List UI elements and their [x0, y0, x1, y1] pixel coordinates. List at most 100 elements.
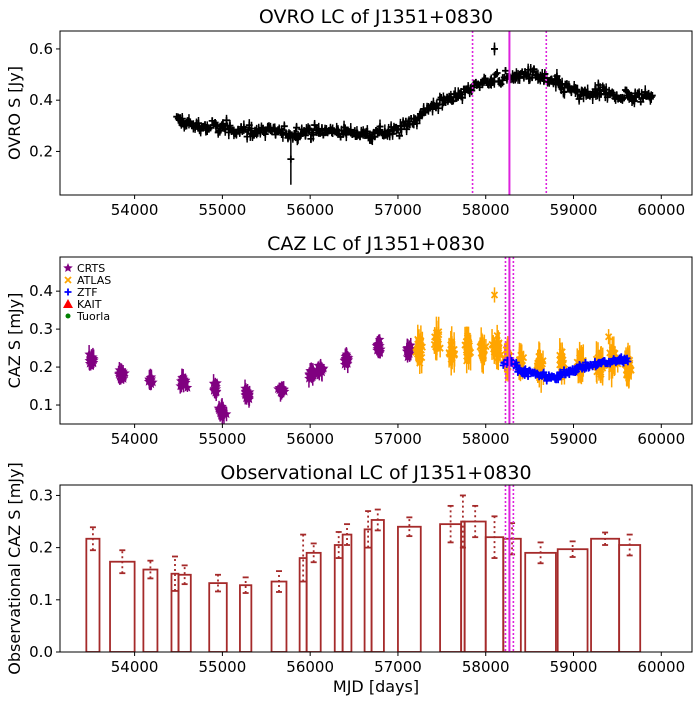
data-point: [450, 351, 458, 359]
data-point: [630, 97, 638, 105]
y-tick-label: 0.6: [29, 40, 53, 58]
data-point: [528, 74, 536, 82]
data-point: [553, 72, 561, 80]
data-point: [372, 343, 383, 353]
x-tick-label: 58000: [462, 201, 510, 219]
x-tick-label: 60000: [637, 201, 685, 219]
data-point: [280, 122, 288, 130]
y-tick-label: 0.1: [29, 591, 53, 609]
data-point: [414, 344, 422, 352]
series-ovro-15-ghz: [173, 42, 656, 185]
data-point: [493, 69, 501, 77]
data-point: [144, 375, 155, 385]
legend-label-crts: CRTS: [77, 262, 105, 275]
data-point: [516, 355, 524, 364]
legend-marker-tuorla: [65, 313, 71, 319]
x-tick-label: 54000: [111, 430, 159, 448]
series-crts: [84, 334, 416, 424]
panel-3: 54000 55000 56000 57000 58000 59000 60000 0.0 0.…: [5, 462, 693, 696]
bar-20: [502, 537, 522, 652]
series-ztf: [499, 353, 632, 385]
data-point: [318, 364, 328, 374]
data-point: [463, 334, 472, 342]
panel-title: OVRO LC of J1351+0830: [259, 6, 493, 28]
x-tick-label: 54000: [111, 658, 159, 676]
data-point: [468, 87, 476, 95]
data-point: [492, 344, 501, 352]
bar-12: [341, 533, 353, 652]
data-point: [530, 65, 538, 73]
bar-22: [556, 548, 589, 652]
x-tick-label: 56000: [286, 430, 334, 448]
y-tick-label: 0.0: [29, 643, 53, 661]
data-point: [490, 291, 499, 299]
legend-label-kait: KAIT: [77, 298, 102, 311]
y-tick-label: 0.4: [29, 91, 53, 109]
x-tick-label: 55000: [199, 658, 247, 676]
y-tick-label: 0.1: [29, 396, 53, 414]
data-point: [113, 369, 124, 379]
data-point: [232, 130, 240, 138]
data-point: [479, 352, 488, 360]
data-point: [395, 132, 403, 140]
data-point: [565, 82, 573, 90]
x-tick-label: 56000: [286, 658, 334, 676]
y-axis-label: Observational CAZ S [mJy]: [5, 462, 24, 674]
data-point: [290, 130, 298, 138]
data-point: [218, 121, 226, 129]
legend-label-ztf: ZTF: [77, 286, 98, 299]
data-point: [86, 356, 96, 366]
data-point: [84, 349, 94, 359]
data-point: [621, 86, 629, 94]
panel-1: 54000 55000 56000 57000 58000 59000 60000 0.2 0.…: [5, 6, 693, 219]
x-tick-label: 59000: [550, 658, 598, 676]
data-point: [195, 119, 203, 127]
data-point: [404, 348, 414, 358]
panel-title: Observational LC of J1351+0830: [220, 462, 531, 484]
flare-lines: [504, 485, 515, 652]
panel-2: 54000 55000 56000 57000 58000 59000 60000 0.1 0.…: [5, 233, 693, 448]
y-tick-label: 0.3: [29, 486, 53, 504]
data-point: [457, 90, 465, 98]
data-point: [182, 382, 193, 392]
bars: [85, 494, 642, 652]
data-point: [575, 95, 583, 103]
axes-frame: [59, 256, 693, 425]
bar-3: [142, 568, 159, 652]
data-point: [624, 357, 632, 365]
data-point: [492, 70, 500, 78]
bar-14: [370, 519, 385, 652]
x-tick-label: 57000: [374, 430, 422, 448]
bar-21: [524, 551, 557, 652]
legend-marker-kait: [63, 299, 73, 308]
data-point: [403, 125, 411, 133]
plot-area: [84, 257, 635, 424]
data-point: [240, 386, 251, 396]
data-point: [273, 384, 283, 394]
bar-11: [333, 544, 344, 652]
x-tick-label: 60000: [637, 658, 685, 676]
data-point: [463, 346, 472, 354]
axes-frame: [59, 484, 693, 653]
data-point: [218, 407, 229, 417]
data-point: [604, 333, 613, 341]
x-axis-label: MJD [days]: [333, 677, 419, 696]
data-point: [648, 92, 656, 100]
flare-lines: [504, 257, 515, 424]
x-tick-label: 55000: [199, 201, 247, 219]
x-tick-label: 57000: [374, 201, 422, 219]
x-tick-label: 54000: [111, 201, 159, 219]
x-tick-label: 59000: [550, 201, 598, 219]
data-point: [502, 67, 510, 75]
y-axis-label: CAZ S [mJy]: [5, 293, 24, 389]
data-point: [293, 124, 301, 132]
bar-10: [305, 551, 322, 652]
flare-lines: [471, 31, 548, 195]
legend-label-atlas: ATLAS: [77, 274, 111, 287]
legend-marker-ztf: [64, 288, 72, 296]
bar-1: [85, 537, 101, 652]
legend-marker-crts: [63, 263, 73, 272]
bar-6: [208, 582, 228, 652]
